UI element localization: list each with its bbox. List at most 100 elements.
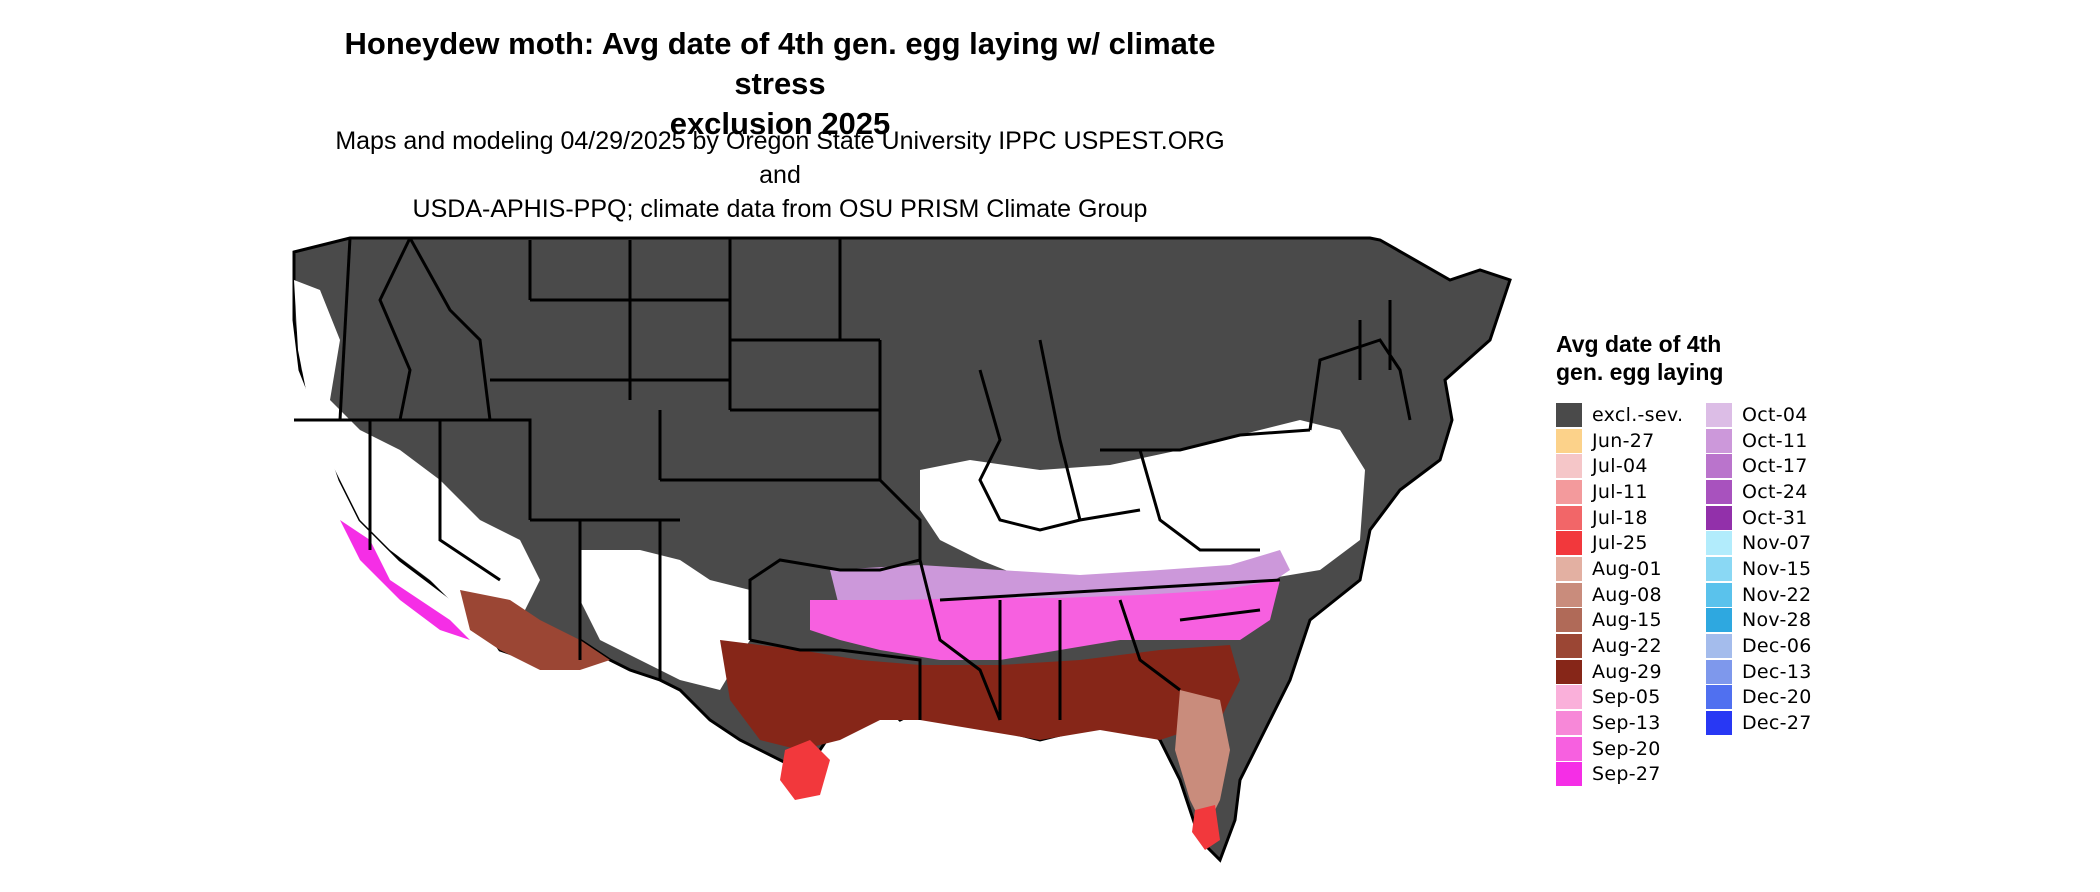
legend-item: Dec-20 bbox=[1706, 685, 1856, 711]
legend-swatch bbox=[1556, 685, 1582, 710]
legend-item: Jul-11 bbox=[1556, 479, 1706, 505]
legend-label: Dec-06 bbox=[1742, 635, 1812, 658]
legend-swatch bbox=[1556, 428, 1582, 453]
legend-label: Aug-08 bbox=[1592, 583, 1662, 606]
map-title-line-1: Honeydew moth: Avg date of 4th gen. egg … bbox=[344, 26, 1216, 101]
legend-item: Aug-22 bbox=[1556, 633, 1706, 659]
legend-swatch bbox=[1706, 685, 1732, 710]
legend-label: Oct-04 bbox=[1742, 403, 1808, 426]
legend-item: Nov-28 bbox=[1706, 608, 1856, 634]
legend-label: Aug-22 bbox=[1592, 635, 1662, 658]
legend-swatch bbox=[1556, 659, 1582, 684]
map-title: Honeydew moth: Avg date of 4th gen. egg … bbox=[330, 24, 1230, 144]
legend-item: Nov-15 bbox=[1706, 556, 1856, 582]
legend-label: Jul-11 bbox=[1592, 480, 1648, 503]
zone-september bbox=[810, 580, 1280, 660]
legend-label: Nov-15 bbox=[1742, 557, 1812, 580]
legend-item: Dec-06 bbox=[1706, 633, 1856, 659]
legend-item: Sep-20 bbox=[1556, 736, 1706, 762]
legend-item: Dec-27 bbox=[1706, 710, 1856, 736]
legend-swatch bbox=[1706, 634, 1732, 659]
map-title-line-2: exclusion 2025 bbox=[669, 106, 891, 141]
legend-item: Sep-27 bbox=[1556, 762, 1706, 788]
legend-swatch bbox=[1706, 402, 1732, 427]
legend-item: Aug-01 bbox=[1556, 556, 1706, 582]
legend-swatch bbox=[1706, 505, 1732, 530]
legend-label: Aug-15 bbox=[1592, 609, 1662, 632]
legend-swatch bbox=[1556, 608, 1582, 633]
legend-swatch bbox=[1706, 531, 1732, 556]
legend-label: Aug-01 bbox=[1592, 557, 1662, 580]
legend-label: excl.-sev. bbox=[1592, 403, 1684, 426]
legend-item: Dec-13 bbox=[1706, 659, 1856, 685]
legend-label: Oct-31 bbox=[1742, 506, 1808, 529]
zone-august-florida bbox=[1175, 690, 1230, 830]
legend-swatch bbox=[1706, 428, 1732, 453]
zone-september-west bbox=[340, 520, 470, 640]
zone-august-southwest bbox=[460, 590, 610, 670]
legend-swatch bbox=[1556, 736, 1582, 761]
legend-label: Jul-25 bbox=[1592, 532, 1648, 555]
legend-swatch bbox=[1556, 505, 1582, 530]
zone-august bbox=[720, 640, 1240, 750]
legend-item: Sep-05 bbox=[1556, 685, 1706, 711]
legend-swatch bbox=[1706, 659, 1732, 684]
legend-label: Oct-24 bbox=[1742, 480, 1808, 503]
white-zone-east bbox=[920, 420, 1365, 580]
legend-title-line-1: Avg date of 4th bbox=[1556, 331, 1722, 357]
legend-item: Oct-24 bbox=[1706, 479, 1856, 505]
legend-item: Oct-17 bbox=[1706, 453, 1856, 479]
legend-label: Sep-20 bbox=[1592, 737, 1661, 760]
legend: Avg date of 4th gen. egg laying excl.-se… bbox=[1556, 330, 1856, 787]
legend-label: Sep-05 bbox=[1592, 686, 1661, 709]
legend-item: Aug-08 bbox=[1556, 582, 1706, 608]
legend-label: Jul-04 bbox=[1592, 455, 1648, 478]
legend-label: Dec-13 bbox=[1742, 660, 1812, 683]
legend-swatch bbox=[1556, 711, 1582, 736]
legend-swatch bbox=[1556, 402, 1582, 427]
legend-swatch bbox=[1556, 582, 1582, 607]
legend-item: Jun-27 bbox=[1556, 428, 1706, 454]
legend-label: Dec-20 bbox=[1742, 686, 1812, 709]
legend-item: Nov-07 bbox=[1706, 530, 1856, 556]
legend-label: Jun-27 bbox=[1592, 429, 1655, 452]
map-subtitle: Maps and modeling 04/29/2025 by Oregon S… bbox=[330, 124, 1230, 226]
legend-item: Nov-22 bbox=[1706, 582, 1856, 608]
legend-item: Oct-04 bbox=[1706, 402, 1856, 428]
legend-swatch bbox=[1706, 454, 1732, 479]
zone-july-texas bbox=[780, 740, 830, 800]
map-subtitle-line-1: Maps and modeling 04/29/2025 by Oregon S… bbox=[335, 127, 1225, 189]
legend-swatch bbox=[1706, 608, 1732, 633]
legend-item: Jul-25 bbox=[1556, 530, 1706, 556]
legend-label: Oct-11 bbox=[1742, 429, 1808, 452]
legend-title: Avg date of 4th gen. egg laying bbox=[1556, 330, 1856, 386]
legend-column-right: Oct-04 Oct-11 Oct-17 Oct-24 Oct-31 Nov-07 Nov-… bbox=[1706, 402, 1856, 787]
legend-item: Aug-15 bbox=[1556, 608, 1706, 634]
legend-swatch bbox=[1556, 531, 1582, 556]
legend-swatch bbox=[1706, 479, 1732, 504]
legend-swatch bbox=[1556, 479, 1582, 504]
legend-swatch bbox=[1556, 454, 1582, 479]
state-boundaries bbox=[294, 237, 1412, 721]
legend-label: Oct-17 bbox=[1742, 455, 1808, 478]
legend-swatch bbox=[1556, 556, 1582, 581]
legend-swatch bbox=[1556, 634, 1582, 659]
legend-swatch bbox=[1706, 711, 1732, 736]
legend-label: Jul-18 bbox=[1592, 506, 1648, 529]
legend-item: Sep-13 bbox=[1556, 710, 1706, 736]
legend-label: Sep-13 bbox=[1592, 712, 1661, 735]
legend-label: Nov-22 bbox=[1742, 583, 1812, 606]
legend-label: Nov-28 bbox=[1742, 609, 1812, 632]
legend-swatch bbox=[1706, 582, 1732, 607]
legend-item: Oct-31 bbox=[1706, 505, 1856, 531]
legend-swatch bbox=[1556, 762, 1582, 787]
legend-label: Aug-29 bbox=[1592, 660, 1662, 683]
legend-item: Jul-04 bbox=[1556, 453, 1706, 479]
legend-item: Oct-11 bbox=[1706, 428, 1856, 454]
zone-july-florida bbox=[1192, 805, 1220, 850]
legend-label: Dec-27 bbox=[1742, 712, 1812, 735]
us-map bbox=[292, 236, 1512, 863]
legend-item: Jul-18 bbox=[1556, 505, 1706, 531]
legend-item: Aug-29 bbox=[1556, 659, 1706, 685]
legend-label: Sep-27 bbox=[1592, 763, 1661, 786]
